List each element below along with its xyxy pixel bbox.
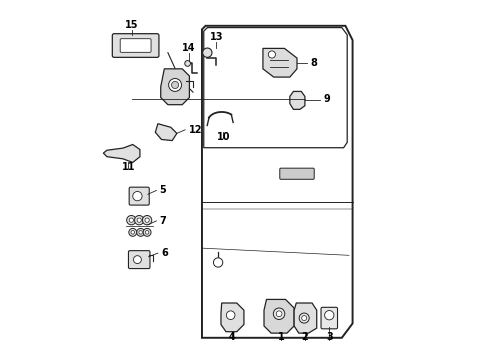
Polygon shape [103,144,140,162]
FancyBboxPatch shape [129,187,149,205]
Circle shape [139,230,143,234]
Circle shape [133,256,141,264]
Text: 8: 8 [310,58,317,68]
Text: 14: 14 [182,43,196,53]
Circle shape [169,78,181,91]
Text: 9: 9 [324,94,331,104]
FancyBboxPatch shape [321,307,338,329]
Circle shape [273,308,285,319]
Text: 13: 13 [210,32,223,41]
Text: 6: 6 [161,248,168,258]
Circle shape [172,81,179,89]
Text: 7: 7 [160,216,167,226]
FancyBboxPatch shape [128,251,150,269]
Text: 11: 11 [122,162,135,172]
Circle shape [145,218,149,222]
Circle shape [129,228,137,236]
Circle shape [131,230,135,234]
FancyBboxPatch shape [112,34,159,57]
Circle shape [269,51,275,58]
Circle shape [143,228,151,236]
Polygon shape [263,48,297,77]
Polygon shape [290,91,305,109]
Circle shape [203,48,212,57]
Text: 15: 15 [125,20,139,30]
Text: 3: 3 [326,332,333,342]
Circle shape [146,230,149,234]
Polygon shape [155,124,177,140]
Text: 5: 5 [160,185,167,195]
Circle shape [299,313,309,323]
Polygon shape [294,303,317,333]
Circle shape [214,258,223,267]
Circle shape [226,311,235,319]
Text: 4: 4 [229,332,236,342]
Circle shape [324,311,334,320]
Text: 10: 10 [217,132,230,141]
Circle shape [137,218,141,222]
Text: 12: 12 [189,125,202,135]
FancyBboxPatch shape [280,168,314,179]
Circle shape [143,216,152,225]
Polygon shape [221,303,244,332]
Circle shape [276,311,282,317]
Polygon shape [264,300,294,333]
Circle shape [129,218,133,222]
Circle shape [185,60,191,66]
Circle shape [135,216,144,225]
Circle shape [137,228,145,236]
Circle shape [133,192,142,201]
FancyBboxPatch shape [120,39,151,52]
Circle shape [302,316,307,320]
Circle shape [126,216,136,225]
Text: 1: 1 [277,332,284,342]
Text: 2: 2 [301,332,308,342]
Polygon shape [161,69,190,105]
